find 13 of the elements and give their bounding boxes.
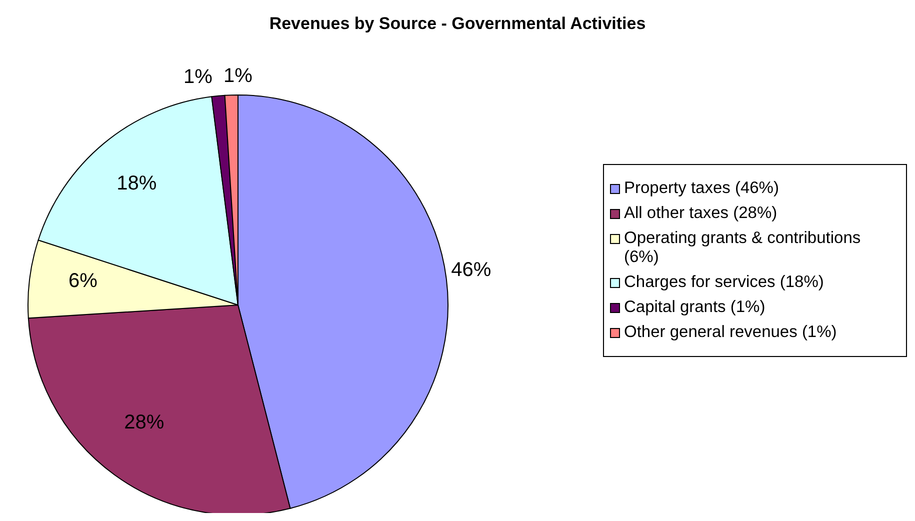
- data-label: 46%: [451, 258, 492, 281]
- legend-label: Capital grants (1%): [624, 298, 766, 317]
- data-label: 18%: [116, 172, 157, 194]
- legend-label: All other taxes (28%): [624, 204, 778, 223]
- data-label: 6%: [68, 270, 98, 292]
- legend-label: Other general revenues (1%): [624, 323, 837, 342]
- data-label: 1%: [224, 65, 253, 88]
- data-label: 1%: [183, 66, 213, 88]
- legend-label: Property taxes (46%): [624, 179, 779, 198]
- chart-title: Revenues by Source - Governmental Activities: [268, 14, 647, 34]
- legend-label: Charges for services (18%): [624, 273, 824, 292]
- legend-label: Operating grants & contributions (6%): [624, 229, 862, 267]
- data-label: 28%: [124, 411, 164, 434]
